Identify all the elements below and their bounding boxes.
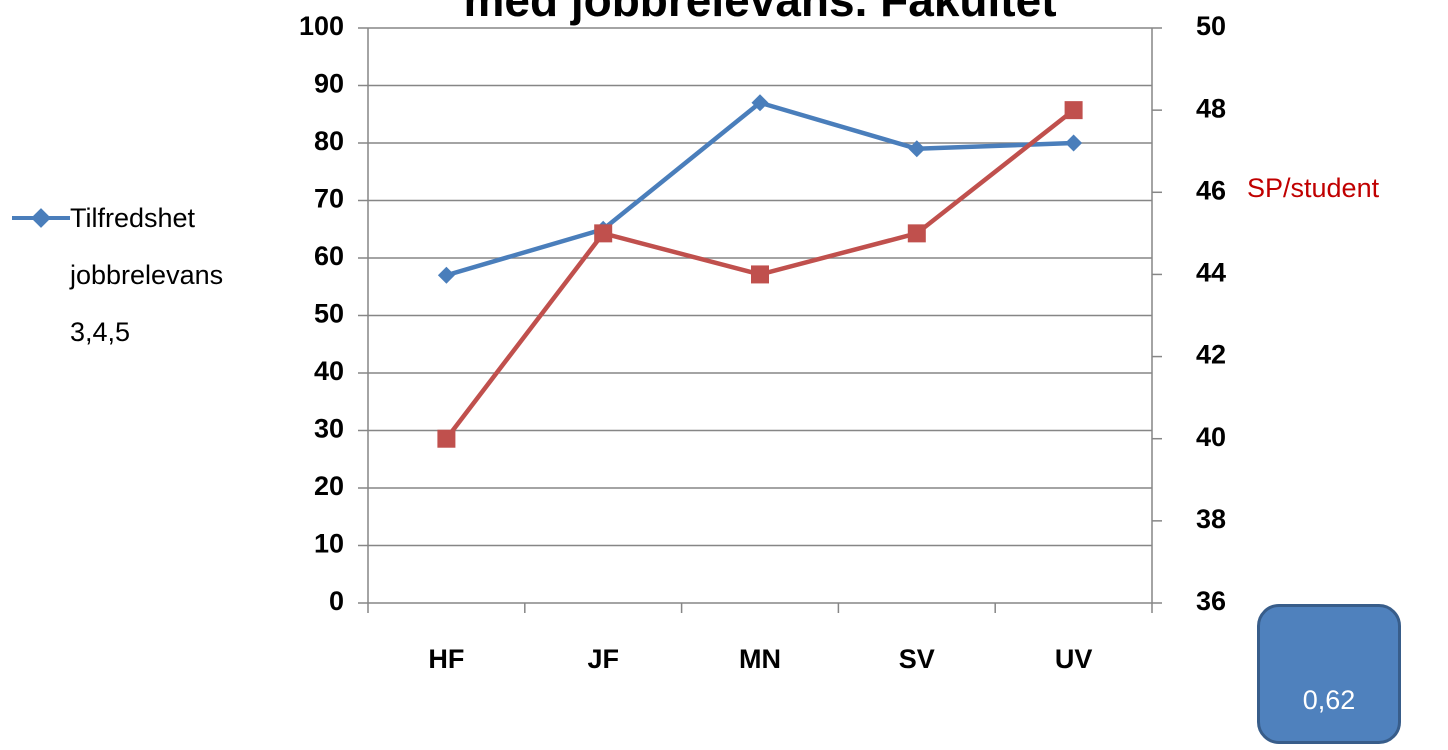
x-tick-label: MN xyxy=(739,644,781,674)
x-tick-label: SV xyxy=(899,644,935,674)
legend: Tilfredshet jobbrelevans 3,4,5 xyxy=(12,190,260,361)
marker xyxy=(908,140,926,158)
annotation-box: 0,62 xyxy=(1257,604,1401,744)
y-tick-label: 30 xyxy=(314,414,344,444)
y-tick-label: 100 xyxy=(299,11,344,41)
marker xyxy=(437,266,455,284)
y2-tick-label: 48 xyxy=(1196,93,1226,123)
marker xyxy=(594,224,613,243)
marker xyxy=(1064,101,1083,120)
y2-tick-label: 44 xyxy=(1196,258,1226,288)
y2-tick-label: 50 xyxy=(1196,11,1226,41)
chart-title: med jobbrelevans. Fakultet xyxy=(463,0,1056,26)
y2-tick-label: 46 xyxy=(1196,175,1226,205)
legend-marker xyxy=(12,208,70,228)
y-tick-label: 20 xyxy=(314,471,344,501)
series-line xyxy=(445,100,1074,278)
y-tick-label: 50 xyxy=(314,299,344,329)
y-tick-label: 80 xyxy=(314,126,344,156)
x-tick-label: HF xyxy=(428,644,464,674)
x-tick-label: UV xyxy=(1055,644,1093,674)
marker xyxy=(437,429,456,448)
y-tick-label: 70 xyxy=(314,184,344,214)
marker xyxy=(907,224,926,243)
y-tick-label: 60 xyxy=(314,241,344,271)
marker xyxy=(1065,134,1083,152)
y2-axis-title: SP/student xyxy=(1247,173,1380,203)
y2-tick-label: 42 xyxy=(1196,340,1226,370)
y2-tick-label: 40 xyxy=(1196,422,1226,452)
y-tick-label: 10 xyxy=(314,529,344,559)
legend-label: Tilfredshet jobbrelevans 3,4,5 xyxy=(70,203,224,347)
y2-tick-label: 36 xyxy=(1196,586,1226,616)
y-tick-label: 90 xyxy=(314,69,344,99)
y2-tick-label: 38 xyxy=(1196,504,1226,534)
y-tick-label: 40 xyxy=(314,356,344,386)
annotation-text: 0,62 xyxy=(1302,684,1356,715)
y-tick-label: 0 xyxy=(329,586,344,616)
marker xyxy=(751,94,769,112)
marker xyxy=(751,265,769,284)
x-tick-label: JF xyxy=(587,644,619,674)
